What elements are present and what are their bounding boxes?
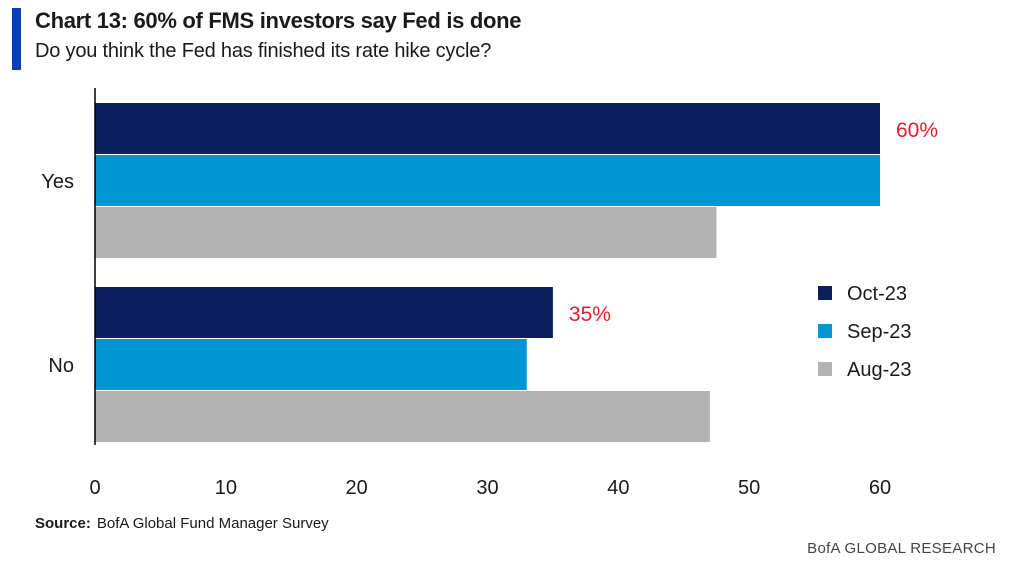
x-tick-label: 60: [869, 477, 891, 499]
legend-swatch-oct-23: [818, 286, 832, 300]
legend-swatch-sep-23: [818, 324, 832, 338]
bar-no-aug-23: [95, 391, 710, 442]
legend-label-oct-23: Oct-23: [847, 283, 907, 305]
footer-branding: BofA GLOBAL RESEARCH: [807, 540, 996, 557]
bar-yes-oct-23: [95, 103, 880, 154]
annotation-no: 35%: [569, 303, 611, 326]
legend-swatch-aug-23: [818, 362, 832, 376]
legend: Oct-23 Sep-23 Aug-23: [818, 283, 912, 381]
data-annotations: 60% 35%: [569, 119, 938, 326]
x-tick-label: 50: [738, 477, 760, 499]
legend-label-sep-23: Sep-23: [847, 321, 912, 343]
category-label-no: No: [48, 355, 74, 377]
category-labels: Yes No: [41, 171, 74, 377]
x-tick-label: 20: [346, 477, 368, 499]
bar-no-sep-23: [95, 339, 527, 390]
legend-label-aug-23: Aug-23: [847, 359, 912, 381]
source-text: BofA Global Fund Manager Survey: [96, 515, 329, 532]
chart-title: Chart 13: 60% of FMS investors say Fed i…: [35, 8, 522, 33]
bar-yes-aug-23: [95, 207, 717, 258]
bar-yes-sep-23: [95, 155, 880, 206]
category-label-yes: Yes: [41, 171, 74, 193]
x-tick-label: 10: [215, 477, 237, 499]
x-tick-label: 40: [607, 477, 629, 499]
source-note: Source: BofA Global Fund Manager Survey: [35, 515, 329, 532]
annotation-yes: 60%: [896, 119, 938, 142]
bar-no-oct-23: [95, 287, 553, 338]
x-tick-labels: 0 10 20 30 40 50 60: [89, 477, 891, 499]
source-label: Source:: [35, 515, 91, 532]
title-accent-bar: [12, 8, 21, 70]
chart-subtitle: Do you think the Fed has finished its ra…: [35, 40, 492, 62]
x-tick-label: 30: [476, 477, 498, 499]
x-tick-label: 0: [89, 477, 100, 499]
bars-group: [95, 103, 880, 442]
